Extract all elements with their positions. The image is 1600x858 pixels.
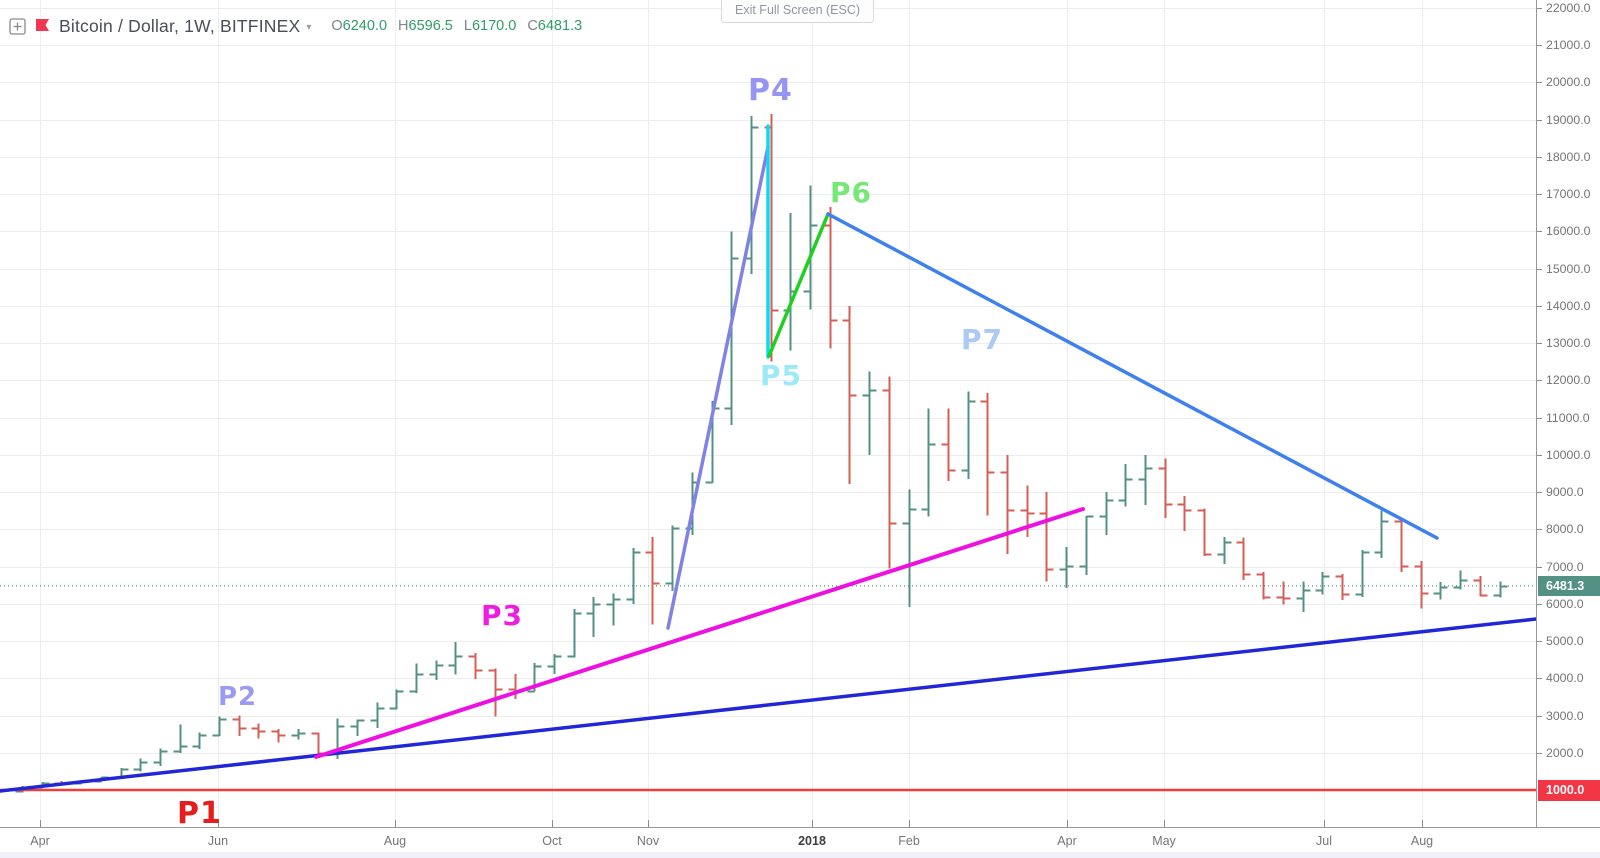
time-axis-tick — [1422, 820, 1423, 827]
price-chart-canvas[interactable] — [0, 0, 1536, 827]
time-axis-tick — [552, 820, 553, 827]
price-axis[interactable]: 6481.3 1000.0 2000.0 3000.0 4000.0 5000.0 60… — [1536, 0, 1600, 828]
time-axis-label: Feb — [898, 834, 920, 848]
symbol-legend: Bitcoin / Dollar, 1W, BITFINEX ▾ O6240.0… — [9, 14, 593, 38]
chevron-down-icon[interactable]: ▾ — [306, 22, 312, 33]
ohlc-close-label: C — [527, 18, 538, 34]
ohlc-high-value: 6596.5 — [408, 18, 453, 34]
time-axis-tick — [648, 820, 649, 827]
ohlc-readout: O6240.0 H6596.5 L6170.0 C6481.3 — [331, 18, 593, 34]
p1-label[interactable]: P1 — [177, 796, 222, 831]
time-axis-label: Nov — [636, 834, 660, 848]
time-axis-label: May — [1152, 834, 1176, 848]
level-price-badge: 1000.0 — [1538, 779, 1600, 801]
time-axis-tick — [395, 820, 396, 827]
exit-fullscreen-tooltip: Exit Full Screen (ESC) — [721, 0, 875, 23]
time-axis-label: Apr — [1057, 834, 1077, 848]
p5-label[interactable]: P5 — [760, 359, 803, 392]
p4-rally-line[interactable] — [666, 145, 770, 630]
time-axis-label: Aug — [1410, 834, 1434, 848]
time-axis-label: Aug — [383, 834, 407, 848]
time-axis-tick — [1067, 820, 1068, 827]
ohlc-open-value: 6240.0 — [342, 18, 388, 34]
time-axis-tick — [1324, 820, 1325, 827]
time-axis-tick — [218, 820, 219, 827]
ohlc-bars — [15, 114, 1508, 793]
symbol-title[interactable]: Bitcoin / Dollar, 1W, BITFINEX — [59, 15, 301, 36]
p4-label[interactable]: P4 — [748, 73, 793, 108]
time-axis-tick — [1164, 820, 1165, 827]
p5-p6-recovery-line[interactable] — [767, 212, 830, 358]
add-grid-icon[interactable] — [9, 17, 26, 35]
time-axis-tick — [909, 820, 910, 827]
time-axis-label: 2018 — [798, 834, 826, 848]
time-axis-tick — [812, 820, 813, 827]
last-price-badge: 6481.3 — [1538, 575, 1600, 596]
ohlc-low-label: L — [463, 18, 472, 34]
trend-lines — [0, 124, 1536, 793]
ohlc-high-label: H — [398, 18, 409, 34]
p6-p7-decline-line[interactable] — [826, 212, 1439, 540]
ohlc-close-value: 6481.3 — [537, 18, 583, 34]
p3-label[interactable]: P3 — [481, 599, 524, 632]
time-axis-label: Jul — [1316, 834, 1332, 848]
ohlc-open-label: O — [331, 18, 343, 34]
p6-label[interactable]: P6 — [830, 176, 873, 209]
ohlc-low-value: 6170.0 — [471, 18, 517, 34]
p3-trendline[interactable] — [314, 507, 1085, 759]
p7-label[interactable]: P7 — [961, 323, 1004, 356]
long-term-uptrend-line[interactable] — [0, 617, 1536, 793]
time-axis-border — [0, 827, 1600, 828]
time-axis-label: Jun — [207, 834, 229, 848]
page-edge-bottom — [0, 852, 1600, 858]
time-axis-tick — [40, 820, 41, 827]
time-axis[interactable]: Apr Jun Aug Oct Nov 2018 Feb Apr May Jul Aug — [0, 828, 1600, 852]
p2-label[interactable]: P2 — [218, 682, 258, 712]
time-axis-label: Oct — [542, 834, 562, 848]
flag-icon[interactable] — [33, 17, 51, 35]
time-axis-label: Apr — [30, 834, 50, 848]
